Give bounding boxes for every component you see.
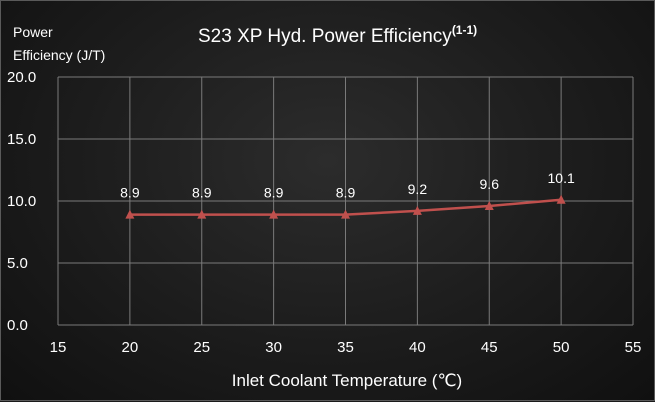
data-label: 8.9	[336, 185, 356, 201]
data-label: 8.9	[120, 185, 140, 201]
data-point-marker	[556, 194, 566, 204]
data-label: 8.9	[192, 185, 212, 201]
data-point-marker	[269, 209, 279, 219]
chart-title-superscript: (1-1)	[452, 23, 477, 37]
x-tick-label: 15	[50, 339, 67, 356]
x-tick-label: 30	[265, 339, 282, 356]
y-tick-label: 5.0	[7, 255, 28, 272]
y-axis-label-line-1: Power	[13, 24, 53, 40]
x-tick-label: 45	[481, 339, 498, 356]
x-tick-label: 55	[625, 339, 642, 356]
x-tick-label: 25	[193, 339, 210, 356]
x-tick-label: 40	[409, 339, 426, 356]
data-label: 10.1	[548, 170, 575, 186]
label-layer: 8.9 8.9 8.9 8.9 9.2 9.6 10.1	[120, 170, 575, 201]
axis-layer: 15 20 25 30 35 40 45 50 55 0.0 5.0 10.0 15.0 20.0	[7, 69, 641, 356]
grid-layer	[57, 76, 634, 326]
y-tick-label: 20.0	[7, 69, 36, 86]
chart-title-main: S23 XP Hyd. Power Efficiency	[198, 26, 452, 47]
data-label: 8.9	[264, 185, 284, 201]
data-point-marker	[197, 209, 207, 219]
chart-title: S23 XP Hyd. Power Efficiency(1-1)	[198, 23, 477, 47]
y-tick-label: 15.0	[7, 131, 36, 148]
x-tick-label: 35	[337, 339, 354, 356]
data-point-marker	[412, 205, 422, 215]
data-label: 9.2	[408, 181, 428, 197]
data-point-marker	[484, 200, 494, 210]
x-tick-label: 20	[122, 339, 139, 356]
x-axis-title: Inlet Coolant Temperature (℃)	[232, 371, 462, 390]
y-axis-label-line-2: Efficiency (J/T)	[13, 47, 105, 63]
data-label: 9.6	[480, 176, 500, 192]
data-point-marker	[125, 209, 135, 219]
y-tick-label: 0.0	[7, 317, 28, 334]
data-point-marker	[341, 209, 350, 219]
series-layer	[125, 194, 566, 219]
y-tick-label: 10.0	[7, 193, 36, 210]
x-tick-label: 50	[553, 339, 570, 356]
